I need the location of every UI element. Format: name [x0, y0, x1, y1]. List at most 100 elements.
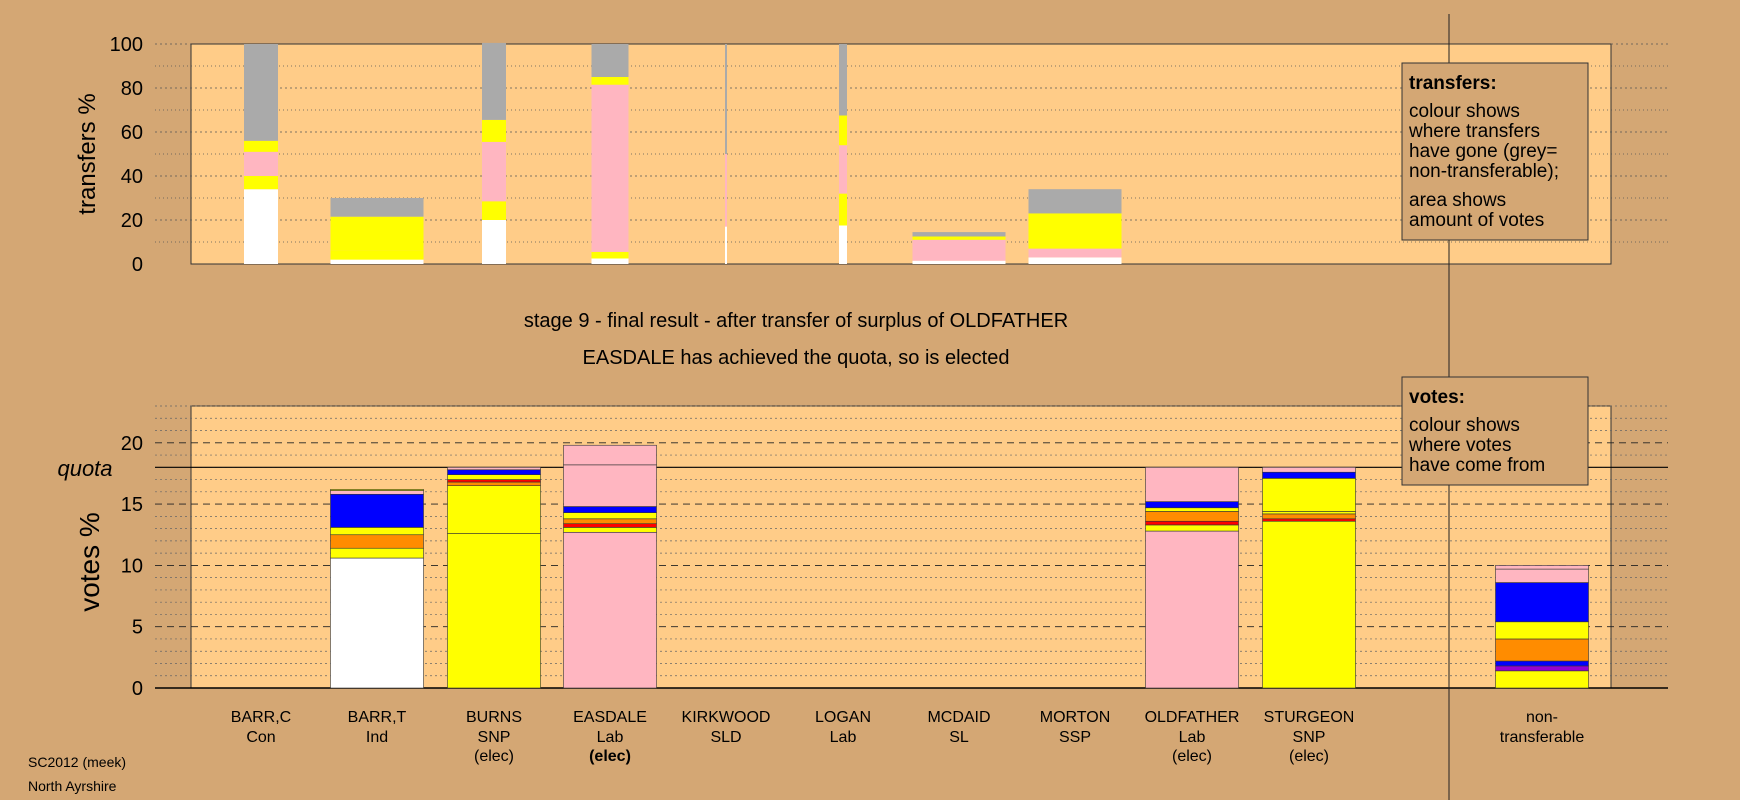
transfers-bar-segment [244, 44, 278, 141]
transfers-bar-segment [912, 260, 1006, 264]
transfers-y-axis-label: transfers % [74, 93, 101, 214]
transfers-bar-segment [591, 44, 629, 77]
transfers-tick-label: 20 [121, 210, 143, 232]
votes-panel: 0 5 10 15 20 BARR,C Con BARR,T Ind BURNS SNP (elec… [57, 405, 1668, 765]
candidate-name: LOGAN [815, 709, 871, 726]
votes-bar-segment [330, 534, 424, 549]
transfers-bar-segment [1028, 213, 1122, 249]
votes-bar-segment [330, 547, 424, 559]
votes-bar-segment [563, 527, 657, 533]
transfers-bar-segment [839, 193, 847, 226]
transfers-bar-segment [330, 259, 424, 264]
transfers-bar-segment [244, 176, 278, 190]
votes-bar-segment [447, 479, 541, 483]
footer-council: North Ayrshire [28, 778, 117, 794]
votes-bar-segment [563, 444, 657, 466]
candidate-name: non- [1526, 709, 1558, 726]
candidate-party: Con [246, 729, 275, 746]
transfers-tick-labels: 0 20 40 60 80 100 [110, 34, 143, 276]
transfers-legend-title: transfers: [1409, 73, 1497, 94]
votes-bar-segment [330, 493, 424, 528]
votes-bar-segment [447, 474, 541, 480]
transfers-bar-segment [482, 141, 506, 202]
transfers-legend-line: where transfers [1408, 121, 1540, 142]
votes-bar-segment [1495, 665, 1589, 672]
votes-bar-segment [1145, 501, 1239, 509]
transfers-tick-label: 60 [121, 122, 143, 144]
votes-legend-title: votes: [1409, 387, 1465, 408]
transfers-tick-label: 100 [110, 34, 143, 56]
transfers-bar-segment [1028, 257, 1122, 264]
transfers-bar-segment [839, 115, 847, 146]
votes-legend-line: have come from [1409, 455, 1545, 476]
votes-legend-box [1401, 376, 1589, 486]
votes-tick-labels: 0 5 10 15 20 [121, 433, 143, 700]
transfers-legend-box [1401, 62, 1589, 241]
votes-bars [330, 444, 1589, 689]
transfers-bars [244, 42, 1122, 264]
votes-bar-segment [447, 469, 541, 475]
votes-bar-segment [1262, 471, 1356, 479]
votes-bar-segment [1495, 582, 1589, 623]
quota-label: quota [57, 456, 112, 481]
candidate-name: MORTON [1040, 709, 1111, 726]
candidate-status: (elec) [1172, 748, 1212, 765]
transfers-bar-segment [591, 258, 629, 264]
transfers-bar-segment [912, 232, 1006, 237]
votes-bar-segment [1145, 467, 1239, 502]
transfers-bar-segment [912, 239, 1006, 261]
votes-bar-segment [447, 485, 541, 534]
votes-bar-segment [1495, 638, 1589, 662]
transfers-bar-segment [330, 216, 424, 251]
candidate-party: Lab [830, 729, 857, 746]
transfers-legend-line: area shows [1409, 190, 1506, 211]
votes-bar-segment [563, 464, 657, 507]
transfers-bar-segment [839, 44, 847, 116]
transfers-bar-segment [725, 44, 727, 154]
votes-bar-segment [563, 518, 657, 525]
candidate-labels: BARR,C Con BARR,T Ind BURNS SNP (elec) EASDALE L… [231, 709, 1585, 765]
transfers-bar-segment [482, 201, 506, 220]
stage-caption: stage 9 - final result - after transfer … [524, 310, 1068, 332]
votes-legend-line: where votes [1408, 435, 1511, 456]
transfers-legend-line: have gone (grey= [1409, 141, 1557, 162]
candidate-party: SL [949, 729, 969, 746]
candidate-name: EASDALE [573, 709, 647, 726]
transfers-legend-line: non-transferable); [1409, 161, 1559, 182]
votes-bar-segment [1145, 530, 1239, 689]
votes-bar-segment [330, 490, 424, 495]
votes-bar-segment [1145, 524, 1239, 532]
votes-bar-segment [563, 506, 657, 513]
votes-bar-segment [1262, 467, 1356, 473]
votes-bar-segment [447, 467, 541, 471]
votes-bar-segment [1262, 520, 1356, 689]
transfers-bar-segment [482, 119, 506, 142]
candidate-party: SSP [1059, 729, 1091, 746]
votes-legend: votes: colour shows where votes have com… [1401, 376, 1589, 486]
transfers-bar-segment [839, 225, 847, 264]
transfers-legend-line: colour shows [1409, 101, 1520, 122]
transfers-bar-segment [482, 42, 506, 120]
transfers-bar-segment [591, 84, 629, 252]
transfers-bar-segment [1028, 189, 1122, 214]
candidate-status: (elec) [474, 748, 514, 765]
transfers-bar-segment [244, 189, 278, 264]
candidate-name: KIRKWOOD [682, 709, 771, 726]
footer-method: SC2012 (meek) [28, 754, 126, 770]
transfers-bar-segment [725, 226, 727, 264]
transfers-bar-segment [330, 198, 424, 217]
votes-bar-segment [1145, 507, 1239, 512]
votes-gridlines [155, 405, 1668, 689]
transfers-bar-segment [244, 140, 278, 152]
votes-bar-segment [1495, 568, 1589, 583]
candidate-name: BARR,C [231, 709, 291, 726]
votes-bar-segment [330, 489, 424, 491]
candidate-status: (elec) [1289, 748, 1329, 765]
votes-bar-segment [1145, 520, 1239, 526]
transfers-bar-segment [482, 220, 506, 264]
transfers-bar-segment [1028, 248, 1122, 258]
transfers-bar-segment [912, 236, 1006, 240]
transfers-bar-segment [244, 151, 278, 176]
votes-bar-segment [1495, 565, 1589, 570]
